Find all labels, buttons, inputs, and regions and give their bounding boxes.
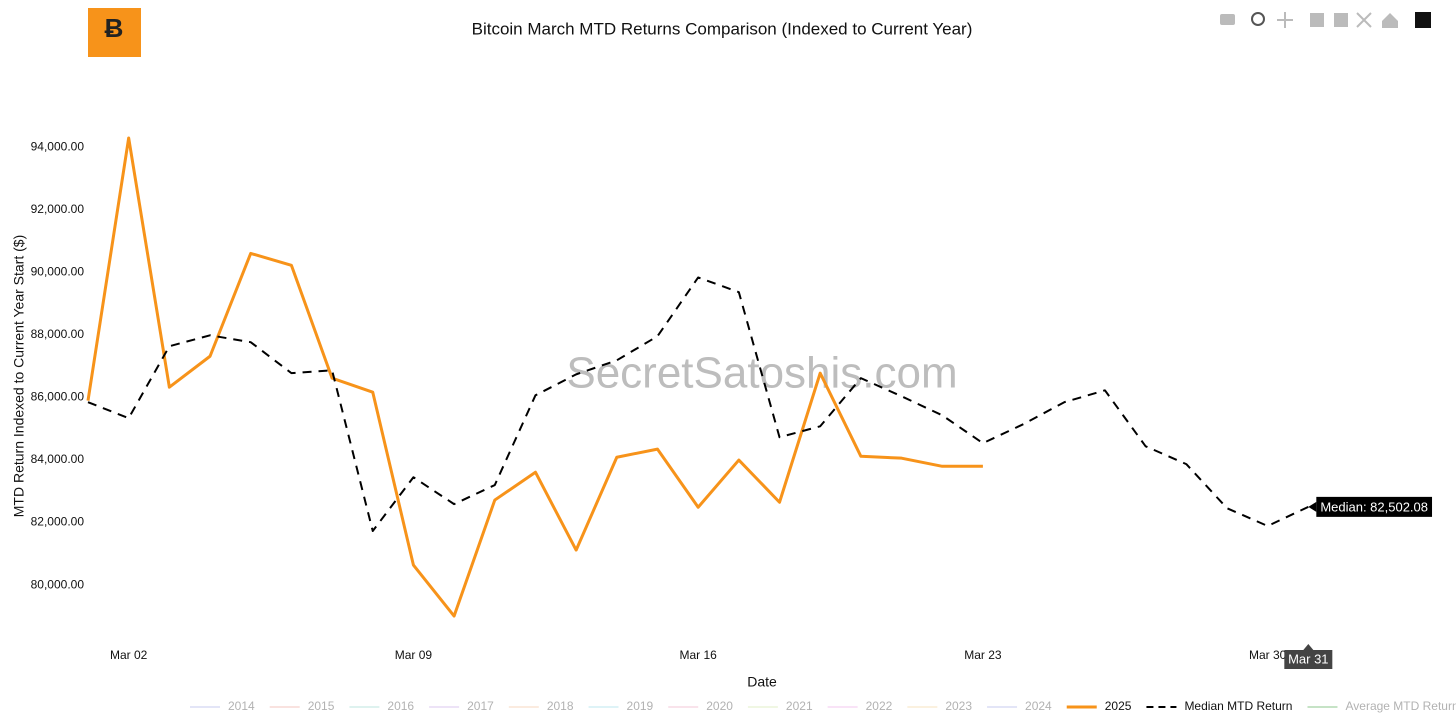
legend-item[interactable]: 2016 [349, 699, 414, 713]
zoom-icon[interactable] [1251, 12, 1265, 26]
legend-item[interactable]: 2025 [1066, 699, 1132, 713]
legend-item[interactable]: 2015 [269, 699, 335, 713]
legend-label: 2015 [308, 699, 335, 713]
legend-item[interactable]: Median MTD Return [1146, 699, 1292, 713]
legend-label: 2019 [627, 699, 654, 713]
hover-arrow [1308, 501, 1317, 512]
y-tick-label: 90,000.00 [31, 265, 85, 279]
legend-item[interactable]: 2019 [588, 699, 654, 713]
hover-x-label: Mar 31 [1288, 651, 1328, 666]
legend-label: Average MTD Return [1345, 699, 1456, 713]
legend: 2014 2015 2016 2017 2018 2019 2020 2021 2022 2023… [190, 699, 1456, 713]
legend-label: 2018 [547, 699, 574, 713]
logo-glyph: Ƀ [105, 13, 124, 43]
chart-title: Bitcoin March MTD Returns Comparison (In… [472, 19, 973, 38]
hover-x-box [1284, 650, 1333, 669]
toolbar [1220, 12, 1431, 28]
legend-label: 2017 [467, 699, 494, 713]
logo [88, 8, 141, 57]
legend-label: 2021 [786, 699, 813, 713]
zoom-in-icon[interactable] [1310, 13, 1324, 27]
series-line [87, 276, 1309, 533]
camera-icon[interactable] [1220, 14, 1235, 25]
reset-icon[interactable] [1382, 13, 1398, 28]
y-tick-label: 94,000.00 [31, 140, 85, 154]
legend-label: 2023 [945, 699, 972, 713]
legend-label: Median MTD Return [1184, 699, 1292, 713]
x-tick-label: Mar 16 [679, 648, 717, 662]
plotly-logo[interactable] [1415, 12, 1431, 28]
legend-item[interactable]: 2024 [987, 699, 1052, 713]
zoom-out-icon[interactable] [1334, 13, 1348, 27]
y-tick-label: 80,000.00 [31, 577, 85, 591]
legend-item[interactable]: 2023 [907, 699, 972, 713]
x-tick-label: Mar 09 [395, 648, 433, 662]
hover-box [1316, 496, 1433, 517]
legend-item[interactable]: 2022 [827, 699, 893, 713]
legend-item[interactable]: Average MTD Return [1307, 699, 1456, 713]
legend-item[interactable]: 2018 [508, 699, 574, 713]
series-line [86, 136, 983, 618]
y-tick-label: 84,000.00 [31, 452, 85, 466]
legend-item[interactable]: 2017 [429, 699, 494, 713]
y-tick-label: 82,000.00 [31, 515, 85, 529]
hover-x-arrow [1303, 644, 1314, 650]
pan-icon[interactable] [1277, 12, 1293, 28]
legend-label: 2016 [387, 699, 414, 713]
y-axis-title: MTD Return Indexed to Current Year Start… [11, 235, 27, 517]
hover-label: Median: 82,502.08 [1320, 499, 1428, 514]
x-tick-label: Mar 02 [110, 648, 148, 662]
legend-label: 2020 [706, 699, 733, 713]
x-tick-label: Mar 30 [1249, 648, 1287, 662]
legend-item[interactable]: 2021 [747, 699, 813, 713]
legend-label: 2025 [1105, 699, 1132, 713]
x-tick-label: Mar 23 [964, 648, 1002, 662]
hover-tooltip: Median: 82,502.08 [1308, 496, 1433, 517]
y-tick-label: 86,000.00 [31, 390, 85, 404]
legend-item[interactable]: 2014 [190, 699, 255, 713]
legend-label: 2014 [228, 699, 255, 713]
legend-label: 2022 [866, 699, 893, 713]
legend-item[interactable]: 2020 [668, 699, 733, 713]
legend-label: 2024 [1025, 699, 1052, 713]
autoscale-icon[interactable] [1356, 12, 1372, 28]
x-axis-title: Date [747, 674, 777, 690]
y-tick-label: 88,000.00 [31, 327, 85, 341]
y-tick-label: 92,000.00 [31, 202, 85, 216]
